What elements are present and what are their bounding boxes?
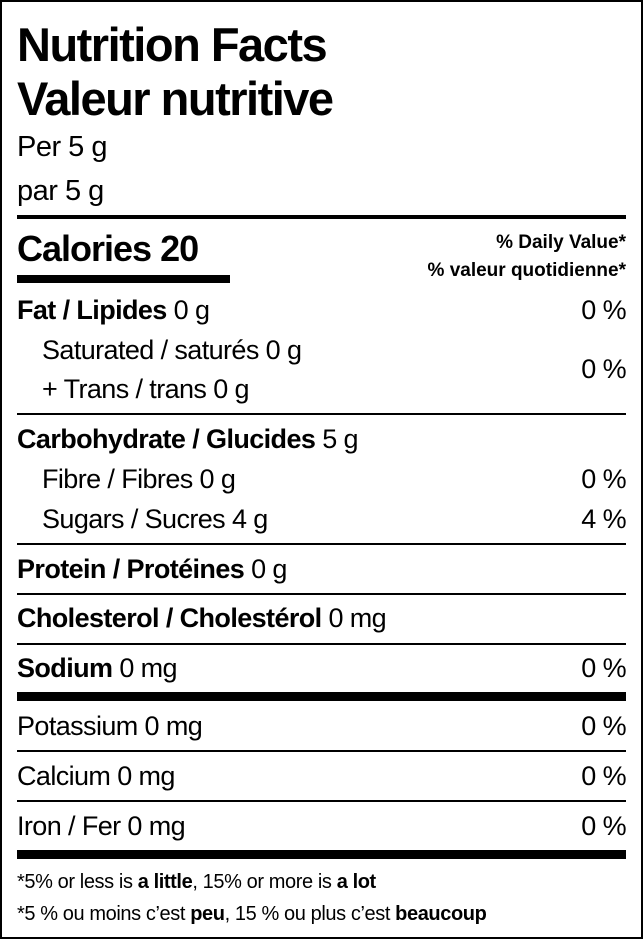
divider: [17, 543, 626, 545]
row-fat: Fat / Lipides 0 g 0 %: [17, 292, 627, 328]
divider: [17, 593, 626, 595]
thick-divider: [17, 850, 626, 859]
thick-divider: [17, 692, 626, 701]
sodium-amount: 0 mg: [119, 653, 177, 683]
protein-label: Protein / Protéines: [17, 554, 245, 584]
row-saturated: Saturated / saturés 0 g: [17, 332, 626, 368]
protein-amount: 0 g: [251, 554, 287, 584]
cholesterol-amount: 0 mg: [328, 603, 387, 633]
sodium-label: Sodium: [17, 653, 113, 683]
footnote-text: , 15% or more is: [192, 871, 337, 893]
sodium-dv: 0 %: [581, 653, 626, 683]
sat-trans-dv-value: 0 %: [581, 354, 626, 384]
row-sugars: Sugars / Sucres 4 g 4 %: [17, 501, 627, 537]
serving-en: Per 5 g: [17, 131, 108, 163]
row-calcium: Calcium 0 mg 0 %: [17, 758, 627, 794]
calcium-label: Calcium 0 mg: [17, 761, 175, 791]
footnote-text: , 15 % ou plus c’est: [224, 903, 396, 925]
carb-label: Carbohydrate / Glucides: [17, 424, 316, 454]
row-trans: + Trans / trans 0 g: [17, 371, 626, 407]
fat-amount: 0 g: [173, 295, 210, 325]
divider: [17, 643, 626, 645]
saturated-label: Saturated / saturés 0 g: [42, 335, 302, 365]
carb-amount: 5 g: [322, 424, 358, 454]
divider: [17, 800, 626, 802]
fat-dv: 0 %: [581, 295, 626, 325]
calories: Calories 20: [17, 228, 199, 269]
iron-dv: 0 %: [581, 811, 626, 841]
sugars-dv: 4 %: [581, 504, 626, 534]
fat-label: Fat / Lipides: [17, 295, 167, 325]
fibre-dv: 0 %: [581, 464, 626, 494]
dv-en: % Daily Value*: [496, 232, 626, 253]
footnote-fr: *5 % ou moins c’est peu, 15 % ou plus c’…: [17, 899, 626, 929]
row-carbohydrate: Carbohydrate / Glucides 5 g: [17, 421, 626, 457]
row-fibre: Fibre / Fibres 0 g 0 %: [17, 461, 627, 497]
footnote-en: *5% or less is a little, 15% or more is …: [17, 867, 626, 897]
sat-trans-dv: 0 %: [17, 351, 626, 387]
row-potassium: Potassium 0 mg 0 %: [17, 708, 627, 744]
title-fr: Valeur nutritive: [17, 72, 334, 125]
cholesterol-label: Cholesterol / Cholestérol: [17, 603, 322, 633]
footnote-bold: a little: [137, 871, 193, 893]
sugars-label: Sugars / Sucres 4 g: [42, 504, 268, 534]
serving-fr: par 5 g: [17, 175, 104, 207]
footnote-bold: peu: [190, 903, 225, 925]
potassium-dv: 0 %: [581, 711, 626, 741]
iron-label: Iron / Fer 0 mg: [17, 811, 186, 841]
calcium-dv: 0 %: [581, 761, 626, 791]
divider: [17, 413, 626, 415]
footnote-text: *5 % ou moins c’est: [17, 903, 191, 925]
row-iron: Iron / Fer 0 mg 0 %: [17, 808, 627, 844]
trans-label: + Trans / trans 0 g: [42, 374, 250, 404]
row-sodium: Sodium 0 mg 0 %: [17, 650, 627, 686]
dv-fr: % valeur quotidienne*: [427, 260, 626, 281]
daily-value-header: % Daily Value* % valeur quotidienne*: [17, 229, 626, 285]
footnote-bold: beaucoup: [395, 903, 487, 925]
row-protein: Protein / Protéines 0 g: [17, 551, 626, 587]
title-en: Nutrition Facts: [17, 18, 328, 71]
fibre-label: Fibre / Fibres 0 g: [42, 464, 236, 494]
potassium-label: Potassium 0 mg: [17, 711, 203, 741]
divider: [17, 750, 626, 752]
footnote-text: *5% or less is: [17, 871, 138, 893]
footnote-bold: a lot: [336, 871, 377, 893]
divider: [17, 215, 626, 219]
calories-bar: [17, 275, 230, 283]
row-cholesterol: Cholesterol / Cholestérol 0 mg: [17, 600, 626, 636]
